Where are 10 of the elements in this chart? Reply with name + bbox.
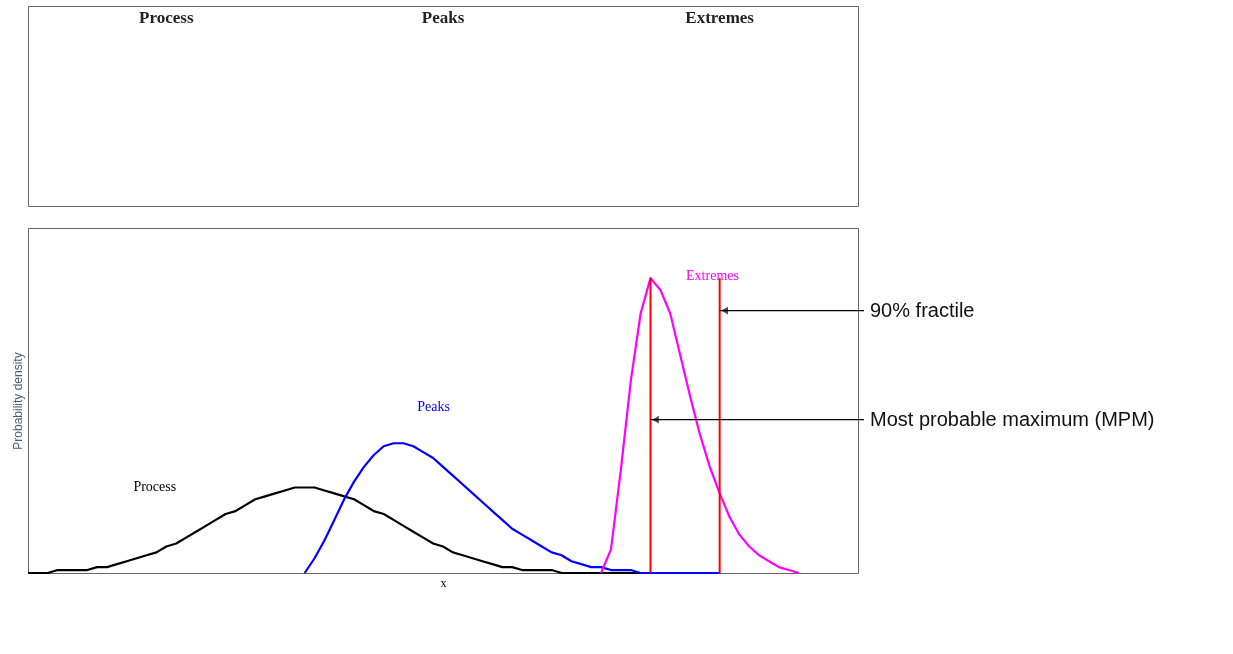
text: Peaks: [417, 399, 450, 415]
text: Most probable maximum (MPM): [870, 407, 1155, 430]
text: Extremes: [685, 8, 755, 27]
x-axis-title: x: [440, 575, 447, 590]
series-label: Extremes: [686, 268, 739, 284]
text: Process: [133, 479, 177, 495]
text: Peaks: [421, 8, 465, 27]
text: Process: [139, 8, 194, 27]
text: 90% fractile: [870, 298, 975, 321]
y-axis-title: Probability density: [10, 352, 25, 450]
